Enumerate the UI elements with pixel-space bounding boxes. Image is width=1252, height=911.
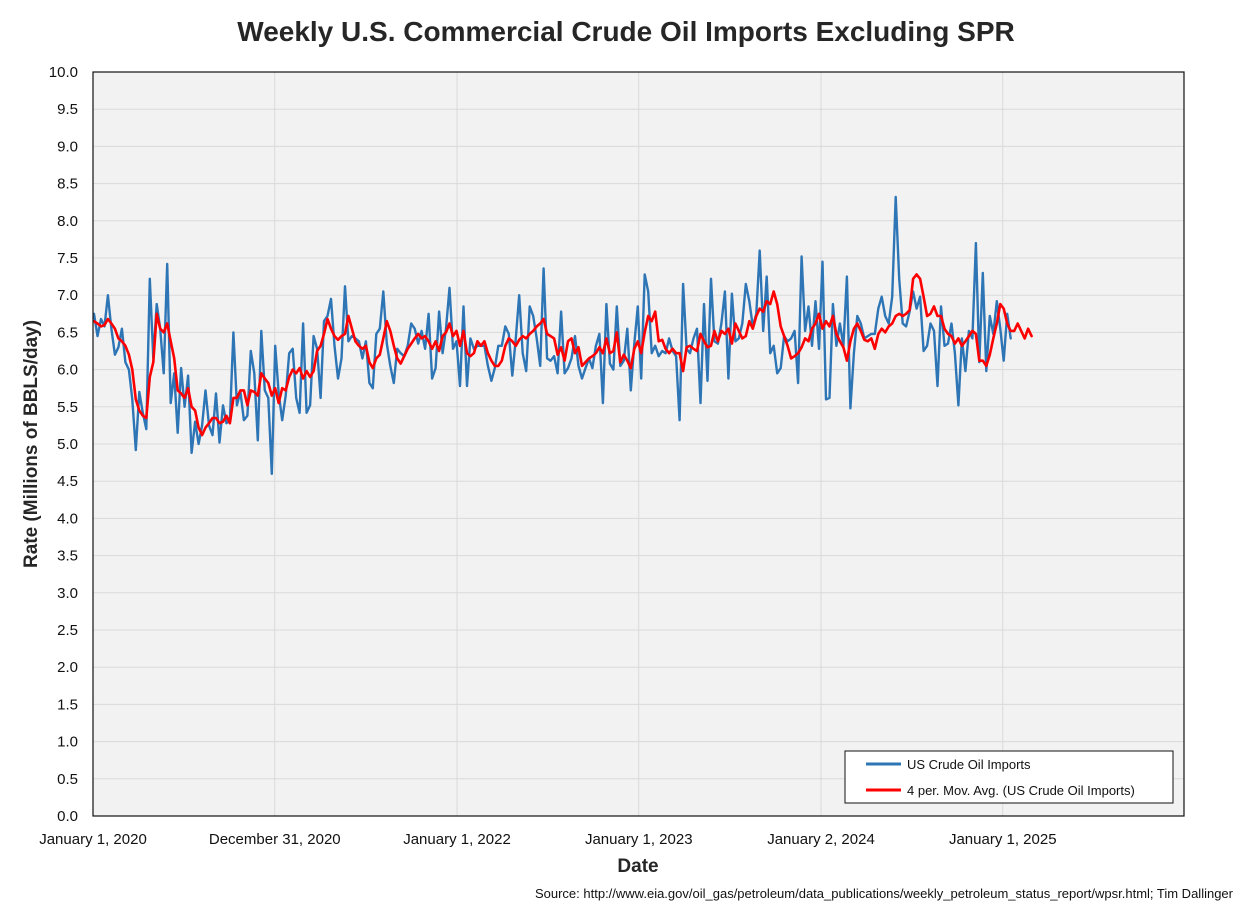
source-note: Source: http://www.eia.gov/oil_gas/petro… [534,886,1233,901]
y-tick-label: 5.5 [57,399,78,416]
x-tick-label: January 1, 2022 [403,831,511,848]
chart-title: Weekly U.S. Commercial Crude Oil Imports… [237,16,1015,47]
y-tick-label: 3.5 [57,548,78,565]
y-tick-label: 2.0 [57,659,78,676]
legend-label-moving-avg: 4 per. Mov. Avg. (US Crude Oil Imports) [907,783,1135,798]
y-tick-label: 8.0 [57,213,78,230]
y-tick-label: 4.5 [57,473,78,490]
x-axis-ticks: January 1, 2020 December 31, 2020 January … [39,831,1056,848]
y-tick-label: 6.0 [57,362,78,379]
y-tick-label: 5.0 [57,436,78,453]
y-tick-label: 0.5 [57,771,78,788]
x-axis-title: Date [617,856,658,877]
x-tick-label: December 31, 2020 [209,831,341,848]
y-tick-label: 8.5 [57,176,78,193]
x-tick-label: January 1, 2023 [585,831,693,848]
y-tick-label: 6.5 [57,324,78,341]
y-axis-title: Rate (Millions of BBLS/day) [21,320,42,568]
series-line-moving-avg [92,273,1033,437]
legend: US Crude Oil Imports 4 per. Mov. Avg. (U… [844,750,1174,804]
y-tick-label: 9.0 [57,138,78,155]
y-tick-label: 3.0 [57,585,78,602]
y-tick-label: 10.0 [49,64,78,81]
y-tick-label: 4.0 [57,510,78,527]
legend-label-imports: US Crude Oil Imports [907,757,1031,772]
y-tick-label: 7.5 [57,250,78,267]
x-tick-label: January 1, 2020 [39,831,147,848]
x-tick-label: January 1, 2025 [949,831,1057,848]
x-tick-label: January 2, 2024 [767,831,875,848]
series-layer [92,195,1033,475]
y-tick-label: 0.0 [57,808,78,825]
y-tick-label: 1.5 [57,696,78,713]
legend-box [844,750,1174,804]
y-tick-label: 9.5 [57,101,78,118]
y-tick-label: 7.0 [57,287,78,304]
y-tick-label: 2.5 [57,622,78,639]
y-axis-ticks: 0.0 0.5 1.0 1.5 2.0 2.5 3.0 3.5 4.0 4.5 5.0 5.5 6.0 6… [49,64,78,825]
y-tick-label: 1.0 [57,734,78,751]
series-line-imports [92,195,1012,475]
grid-lines [92,72,1184,816]
plot-border [92,71,1185,817]
